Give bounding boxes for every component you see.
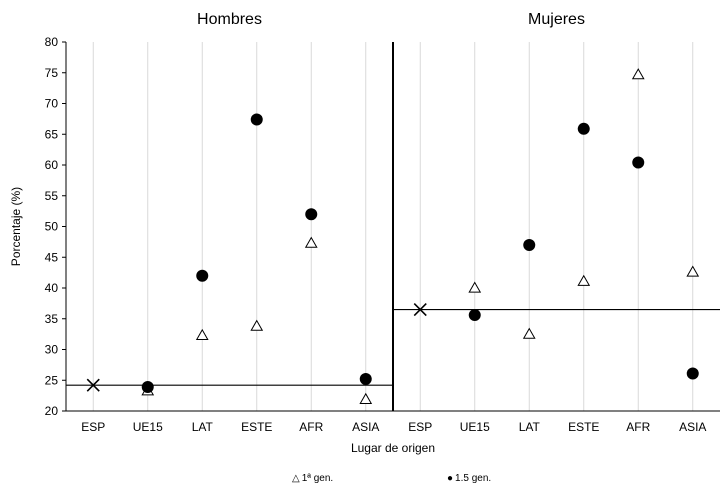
circle-marker	[250, 113, 263, 126]
circle-marker	[577, 122, 590, 135]
y-tick-label: 45	[45, 250, 59, 264]
triangle-marker	[577, 274, 591, 286]
y-axis-title: Porcentaje (%)	[9, 187, 23, 266]
circle-marker	[686, 367, 699, 380]
x-axis-title: Lugar de origen	[351, 441, 435, 455]
y-tick-label: 30	[45, 343, 59, 357]
circle-marker	[523, 238, 536, 251]
legend-label-one-half-gen: 1.5 gen.	[455, 473, 492, 484]
y-tick-label: 25	[45, 373, 59, 387]
y-tick-label: 40	[45, 281, 59, 295]
triangle-marker	[686, 265, 700, 277]
reference-cross-marker	[86, 378, 100, 392]
x-tick-label: LAT	[519, 420, 541, 434]
y-tick-label: 65	[45, 127, 59, 141]
y-tick-label: 75	[45, 66, 59, 80]
circle-marker	[468, 309, 481, 322]
circle-marker	[305, 208, 318, 221]
triangle-marker	[468, 281, 482, 293]
circle-marker	[196, 269, 209, 282]
reference-lines	[66, 308, 720, 386]
triangle-marker	[304, 236, 318, 248]
data-points	[86, 68, 700, 404]
circle-marker	[359, 373, 372, 386]
reference-cross-marker	[413, 302, 427, 317]
y-tick-label: 50	[45, 220, 59, 234]
y-tick-label: 35	[45, 312, 59, 326]
circle-marker	[632, 156, 645, 169]
x-tick-label: AFR	[299, 420, 323, 434]
x-tick-label: AFR	[626, 420, 650, 434]
y-tick-label: 70	[45, 97, 59, 111]
x-tick-label: UE15	[460, 420, 490, 434]
legend-label-first-gen: 1ª gen.	[301, 473, 334, 484]
triangle-marker	[522, 327, 536, 339]
x-tick-label: ASIA	[352, 420, 379, 434]
x-tick-label: ESTE	[241, 420, 272, 434]
chart-labels: 20 25 30 35 40 45 50 55 60 65 70 75 80 Porcentaje (%)…	[9, 11, 706, 455]
circle-marker	[141, 381, 154, 394]
x-tick-label: ESP	[81, 420, 105, 434]
y-tick-label: 55	[45, 189, 59, 203]
triangle-marker-icon: △	[292, 473, 300, 484]
axes	[62, 41, 720, 412]
triangle-marker	[195, 328, 209, 340]
y-tick-label: 20	[45, 404, 59, 418]
triangle-marker	[359, 392, 373, 404]
x-tick-label: UE15	[133, 420, 163, 434]
x-tick-label: ASIA	[679, 420, 706, 434]
panel-title: Mujeres	[528, 11, 585, 28]
y-tick-label: 60	[45, 158, 59, 172]
panel-title: Hombres	[197, 11, 262, 28]
triangle-marker	[250, 319, 264, 331]
x-tick-label: LAT	[192, 420, 214, 434]
grid-lines	[92, 42, 694, 411]
y-tick-label: 80	[45, 35, 59, 49]
x-tick-label: ESP	[408, 420, 432, 434]
legend-item-first-gen: △ 1ª gen.	[292, 473, 333, 484]
x-tick-label: ESTE	[568, 420, 599, 434]
legend-item-one-half-gen: ● 1.5 gen.	[447, 473, 491, 484]
circle-marker-icon: ●	[447, 473, 454, 484]
triangle-marker	[631, 68, 645, 80]
